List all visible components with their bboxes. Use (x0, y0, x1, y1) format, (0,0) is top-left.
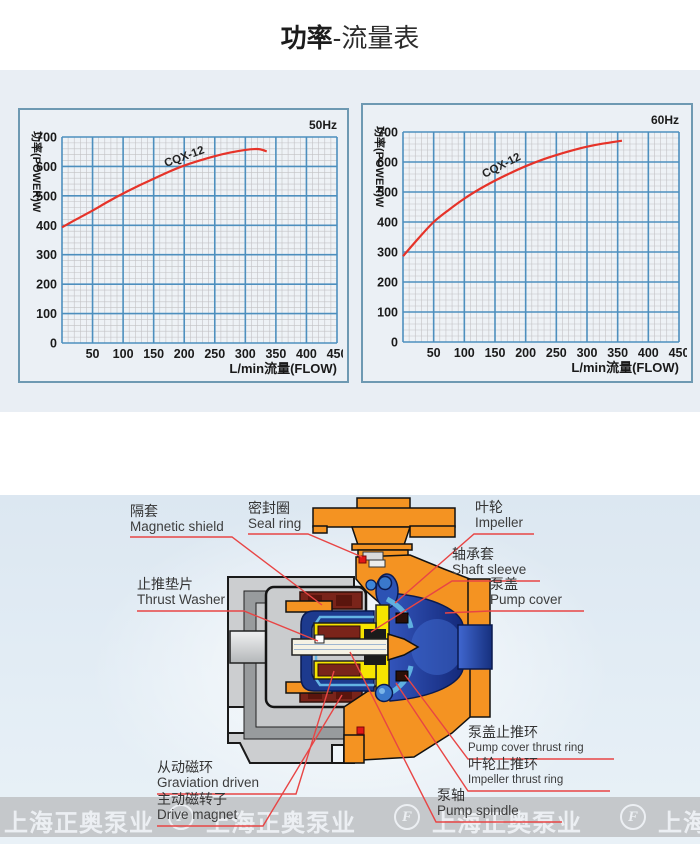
svg-text:60Hz: 60Hz (651, 113, 679, 127)
svg-text:400: 400 (377, 216, 398, 230)
brand-logo-icon: F (394, 804, 420, 830)
driven-magnet-bottom (317, 663, 361, 677)
svg-text:400: 400 (638, 346, 659, 360)
svg-text:150: 150 (143, 347, 164, 361)
svg-text:L/min流量(FLOW): L/min流量(FLOW) (229, 361, 337, 376)
svg-text:600: 600 (377, 156, 398, 170)
svg-text:400: 400 (36, 219, 57, 233)
diagram-label-shaft-sleeve: 轴承套 Shaft sleeve (452, 546, 527, 577)
chart-50hz-canvas: 0 100 200 300 400 500 600 700 50 100 150 200 250 300 3… (30, 118, 343, 376)
svg-text:350: 350 (265, 347, 286, 361)
pump-shaft (291, 638, 389, 656)
svg-text:450: 450 (669, 346, 687, 360)
power-flow-chart-60hz: 0 100 200 300 400 500 600 700 50 100 150 200 250 300 3… (361, 103, 693, 383)
brand-logo-icon: F (620, 804, 646, 830)
diagram-label-magnetic-shield: 隔套 Magnetic shield (130, 503, 224, 534)
svg-text:450: 450 (327, 347, 343, 361)
power-flow-chart-50hz: 0 100 200 300 400 500 600 700 50 100 150 200 250 300 3… (18, 108, 349, 383)
page-title-power-flow: 功率-流量表 (0, 18, 700, 70)
chart-section: 0 100 200 300 400 500 600 700 50 100 150 200 250 300 3… (0, 70, 700, 412)
svg-text:300: 300 (577, 346, 598, 360)
svg-text:L/min流量(FLOW): L/min流量(FLOW) (571, 360, 679, 375)
svg-text:100: 100 (36, 307, 57, 321)
diagram-label-pump-spindle: 泵轴 Pump spindle (437, 787, 519, 818)
svg-text:250: 250 (546, 346, 567, 360)
diagram-label-seal-ring: 密封圈 Seal ring (248, 500, 302, 531)
thrust-washer-part (314, 634, 325, 644)
chart-60hz-canvas: 0 100 200 300 400 500 600 700 50 100 150 200 250 300 3… (373, 113, 687, 375)
svg-text:200: 200 (36, 278, 57, 292)
svg-text:700: 700 (36, 131, 57, 145)
diagram-label-graviation-driven: 从动磁环 Graviation driven (157, 759, 260, 790)
leader-lines (130, 533, 614, 827)
svg-text:50: 50 (86, 347, 100, 361)
suction-nozzle (457, 624, 493, 670)
diagram-label-pump-cover-thrust-ring: 泵盖止推环 Pump cover thrust ring (468, 724, 584, 754)
seal-ring-part (358, 555, 367, 564)
title-rest-part: -流量表 (332, 23, 420, 53)
watermark-text: 上海正奥泵业 (206, 810, 356, 837)
svg-text:功率(POWER)W: 功率(POWER)W (373, 126, 387, 208)
schematic-section: 上海正奥泵业 F 上海正奥泵业 F 上海正奥泵业 F 上海正奥泵业 (0, 495, 700, 844)
svg-text:300: 300 (235, 347, 256, 361)
section-divider: 原理图 (0, 412, 700, 495)
brand-logo-icon: F (168, 804, 194, 830)
impeller-thrust-ring-part (395, 670, 409, 682)
diagram-label-pump-cover: 泵盖 Pump cover (490, 576, 563, 607)
svg-text:50Hz: 50Hz (309, 118, 337, 132)
svg-text:200: 200 (174, 347, 195, 361)
svg-text:250: 250 (204, 347, 225, 361)
svg-text:0: 0 (391, 336, 398, 350)
title-bold-part: 功率 (280, 23, 333, 53)
shaft-sleeve-part (364, 629, 386, 639)
svg-text:50: 50 (427, 346, 441, 360)
svg-text:200: 200 (377, 276, 398, 290)
diagram-label-drive-magnet: 主动磁转子 Drive magnet (157, 791, 238, 822)
svg-text:700: 700 (377, 126, 398, 140)
svg-text:150: 150 (485, 346, 506, 360)
svg-text:100: 100 (113, 347, 134, 361)
suction-flange (312, 507, 456, 528)
svg-text:0: 0 (50, 337, 57, 351)
shaft-cone (387, 632, 420, 662)
svg-text:100: 100 (454, 346, 475, 360)
svg-text:功率(POWER)W: 功率(POWER)W (30, 131, 44, 213)
svg-text:100: 100 (377, 306, 398, 320)
diagram-label-impeller-thrust-ring: 叶轮止推环 Impeller thrust ring (468, 756, 564, 786)
impeller-shroud (385, 596, 414, 629)
watermark-text: 上海正奥泵业 (658, 810, 700, 837)
diagram-label-thrust-washer: 止推垫片 Thrust Washer (137, 576, 226, 607)
svg-text:600: 600 (36, 160, 57, 174)
svg-text:400: 400 (296, 347, 317, 361)
svg-text:300: 300 (377, 246, 398, 260)
pump-cross-section-drawing (130, 497, 614, 827)
watermark-band: 上海正奥泵业 F 上海正奥泵业 F 上海正奥泵业 F 上海正奥泵业 (0, 797, 700, 837)
watermark-text: 上海正奥泵业 (4, 810, 154, 837)
watermark-text: 上海正奥泵业 (432, 810, 582, 837)
diagram-label-impeller: 叶轮 Impeller (475, 499, 524, 530)
svg-text:500: 500 (36, 189, 57, 203)
svg-text:300: 300 (36, 248, 57, 262)
svg-text:350: 350 (607, 346, 628, 360)
svg-text:500: 500 (377, 186, 398, 200)
driven-magnet-top (317, 625, 361, 639)
svg-text:200: 200 (515, 346, 536, 360)
